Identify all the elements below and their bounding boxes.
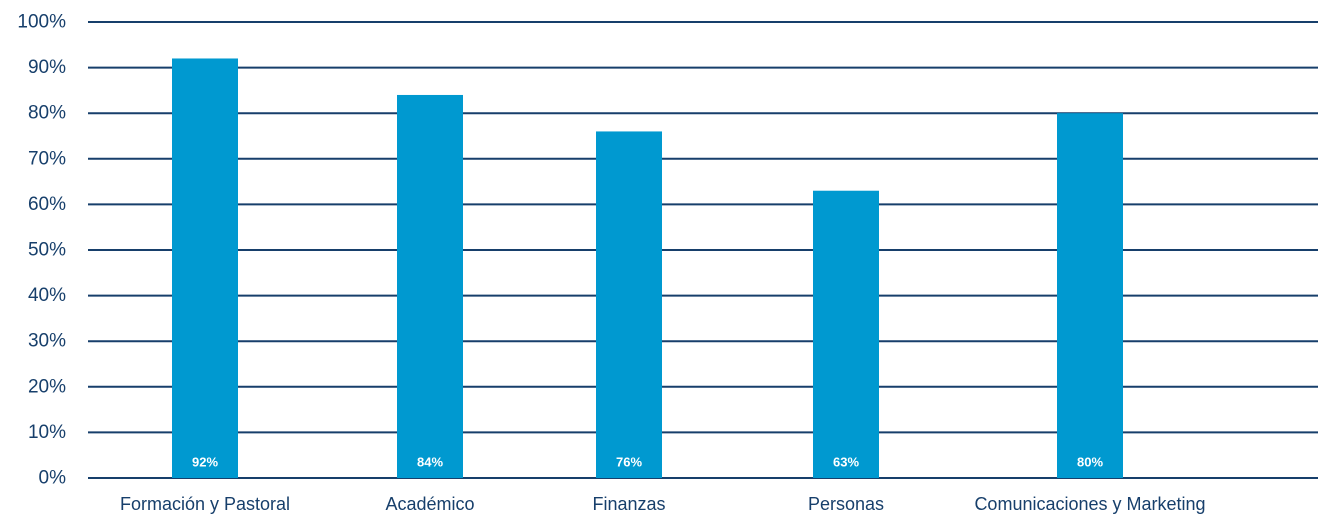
y-tick-label: 40% [28,285,66,306]
bars [172,58,1123,479]
y-tick-label: 80% [28,103,66,124]
bar-value-label: 92% [192,455,218,470]
y-tick-label: 0% [39,468,67,489]
gridlines [88,21,1318,479]
bar [596,131,662,478]
bar-value-label: 63% [833,455,859,470]
y-tick-label: 10% [28,422,66,443]
y-tick-label: 60% [28,194,66,215]
bar-value-label: 76% [616,455,642,470]
y-tick-label: 70% [28,148,66,169]
x-axis-category-labels: Formación y Pastoral Académico Finanzas Per… [120,494,1206,514]
bar-value-labels: 92% 84% 76% 63% 80% [192,455,1103,470]
x-category-label: Académico [385,494,474,514]
y-axis-tick-labels: 0% 10% 20% 30% 40% 50% 60% 70% 80% 90% 100% [17,12,66,489]
bar-value-label: 84% [417,455,443,470]
bar [813,190,879,478]
y-tick-label: 100% [17,12,66,33]
y-tick-label: 90% [28,57,66,78]
x-category-label: Comunicaciones y Marketing [974,494,1205,514]
bar [172,58,238,478]
bar [397,94,463,479]
x-category-label: Finanzas [592,494,665,514]
y-tick-label: 30% [28,331,66,352]
x-category-label: Formación y Pastoral [120,494,290,514]
bar-value-label: 80% [1077,455,1103,470]
bar [1057,113,1123,478]
y-tick-label: 20% [28,376,66,397]
x-category-label: Personas [808,494,884,514]
y-tick-label: 50% [28,240,66,261]
